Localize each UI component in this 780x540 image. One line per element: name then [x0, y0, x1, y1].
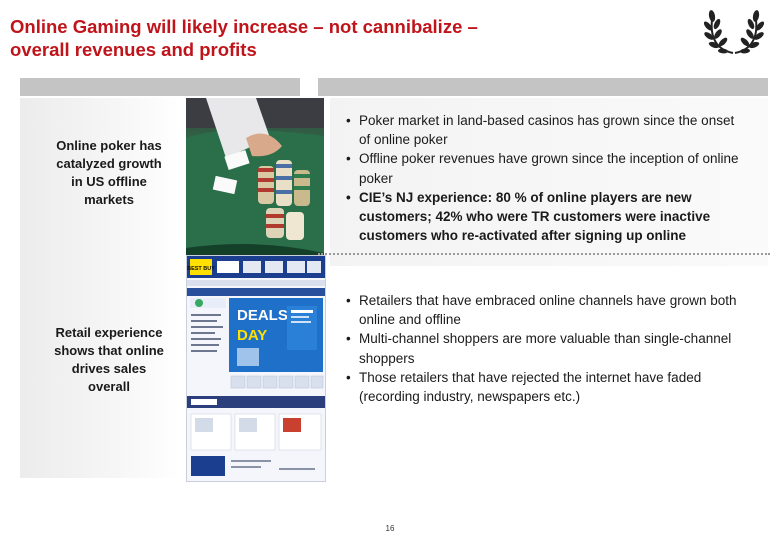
row-1-label-line-3: in US offline	[71, 174, 147, 189]
website-day-text: DAY	[237, 327, 267, 344]
band-gap	[300, 78, 318, 96]
row-2-bullet-list: Retailers that have embraced online chan…	[346, 291, 746, 406]
row-1-label-line-1: Online poker has	[56, 138, 162, 153]
column-header-band	[20, 78, 768, 96]
website-deals-text: DEALS	[237, 307, 288, 324]
row-1-bullet-list: Poker market in land-based casinos has g…	[346, 111, 746, 245]
website-logo-text: BEST BUY	[187, 266, 215, 272]
row-2-label-line-3: drives sales	[71, 361, 147, 376]
retail-website-screenshot: BEST BUY DEALS DAY	[186, 255, 326, 482]
row-1-label-line-4: markets	[84, 192, 134, 207]
row-1-bullet: Poker market in land-based casinos has g…	[346, 111, 746, 149]
laurel-wreath-icon	[703, 10, 765, 54]
retail-website-illustration: BEST BUY DEALS DAY	[187, 256, 325, 476]
poker-chips-illustration	[186, 98, 324, 260]
slide-title-line-1: Online Gaming will likely increase – not…	[10, 16, 478, 37]
row-2-label-line-2: shows that online	[54, 343, 164, 358]
slide-title: Online Gaming will likely increase – not…	[10, 15, 650, 61]
row-2-bullet: Retailers that have embraced online chan…	[346, 291, 746, 329]
row-1-bullet: Offline poker revenues have grown since …	[346, 149, 746, 187]
row-2-bullet: Multi-channel shoppers are more valuable…	[346, 329, 746, 367]
row-divider	[318, 253, 770, 255]
row-1-bullet-highlight: CIE’s NJ experience: 80 % of online play…	[346, 188, 746, 246]
row-2-label: Retail experience shows that online driv…	[20, 324, 198, 396]
page-number: 16	[385, 524, 395, 533]
label-column-background	[20, 98, 180, 478]
slide-title-line-2: overall revenues and profits	[10, 39, 257, 60]
row-2-label-line-4: overall	[88, 379, 130, 394]
row-1-label-line-2: catalyzed growth	[56, 156, 162, 171]
poker-chips-photo	[186, 98, 324, 260]
row-2-bullet: Those retailers that have rejected the i…	[346, 368, 746, 406]
row-1-label: Online poker has catalyzed growth in US …	[20, 137, 198, 209]
row-2-label-line-1: Retail experience	[55, 325, 163, 340]
